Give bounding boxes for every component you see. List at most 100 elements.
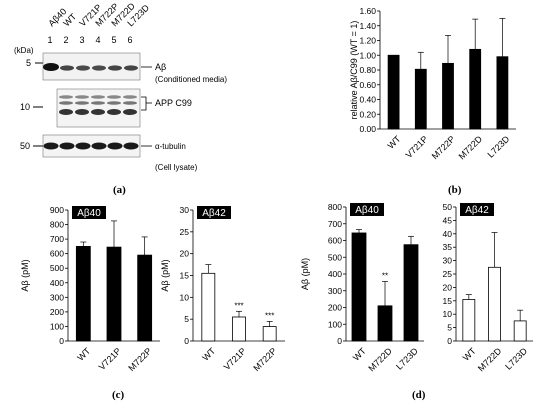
y-tick-label: 200 [50, 307, 64, 317]
bar [137, 254, 153, 342]
category-label: M722P [126, 346, 153, 373]
band-label-media: (Conditioned media) [155, 75, 227, 84]
chart-title-box [72, 206, 106, 219]
chart-c-abeta40: 0 100 200 300 400 500 600 700 800 900 Aβ (pM) Aβ40 W… [20, 205, 160, 373]
y-tick-label: 0.60 [359, 80, 376, 90]
bar [106, 246, 122, 342]
category-label: WT [200, 346, 217, 363]
category-label: M722D [366, 346, 394, 374]
marker-10: 10 [20, 102, 30, 112]
kda-label: (kDa) [14, 46, 34, 55]
significance-label: ** [382, 272, 388, 281]
category-label: M722D [457, 134, 485, 162]
bar [403, 244, 419, 342]
y-tick-label: 100 [328, 319, 342, 329]
category-label: WT [461, 346, 478, 363]
y-tick-label: 30 [443, 256, 453, 266]
chart-title-box [350, 203, 384, 216]
y-tick-label: 0.00 [359, 124, 376, 134]
bar [232, 316, 246, 342]
bar [387, 54, 400, 130]
panel-label-b: (b) [448, 184, 462, 196]
y-tick-label: 1.20 [359, 36, 376, 46]
y-tick-label: 800 [50, 220, 64, 230]
chart-title-box [460, 203, 494, 216]
category-label: WT [351, 346, 368, 363]
band-label-tubulin: α-tubulin [155, 142, 186, 151]
chart-title: Aβ42 [465, 205, 489, 216]
category-label: M722P [251, 346, 278, 373]
y-tick-label: 10 [443, 309, 453, 319]
marker-5: 5 [26, 58, 31, 68]
y-tick-label: 5 [184, 314, 189, 324]
lane-number: 4 [95, 35, 100, 45]
chart-d-abeta40: 0 100 200 300 400 500 600 700 800 Aβ (pM) Aβ40 WT **… [300, 202, 424, 373]
y-tick-label: 700 [328, 219, 342, 229]
category-label: L723D [394, 346, 420, 372]
y-tick-label: 500 [50, 263, 64, 273]
chart-c-abeta42: 0 5 10 15 20 25 30 Aβ (pM) Aβ42 WT *** V721P *** M722… [160, 205, 285, 373]
y-tick-label: 15 [443, 296, 453, 306]
lane-number: 3 [79, 35, 84, 45]
y-tick-label: 0 [337, 336, 342, 346]
band-label-abeta: Aβ [155, 62, 166, 72]
category-label: L723D [486, 134, 512, 160]
blot-strip-c99 [56, 88, 141, 128]
chart-relative-ratio: 0.00 0.20 0.40 0.60 0.80 1.00 1.20 1.40 1.60rela… [349, 6, 516, 161]
y-tick-label: 500 [328, 252, 342, 262]
chart-title: Aβ40 [77, 208, 101, 219]
y-tick-label: 0.80 [359, 65, 376, 75]
y-tick-label: 0 [447, 336, 452, 346]
y-tick-label: 1.40 [359, 21, 376, 31]
lane-number: 1 [47, 35, 52, 45]
y-tick-label: 1.60 [359, 6, 376, 16]
y-tick-label: 40 [443, 229, 453, 239]
category-label: V721P [222, 346, 248, 372]
category-label: M722D [476, 346, 504, 374]
y-tick-label: 20 [443, 282, 453, 292]
bar [201, 272, 216, 342]
y-tick-label: 0.40 [359, 95, 376, 105]
bar [377, 305, 393, 342]
blot-strip-abeta [42, 52, 141, 81]
bar [496, 56, 509, 130]
y-tick-label: 30 [180, 205, 190, 215]
y-tick-label: 25 [443, 269, 453, 279]
y-tick-label: 400 [50, 278, 64, 288]
category-label: V721P [404, 134, 430, 160]
panel-label-a: (a) [113, 184, 126, 196]
y-tick-label: 300 [328, 286, 342, 296]
y-tick-label: 700 [50, 234, 64, 244]
category-label: WT [386, 134, 403, 151]
y-tick-label: 900 [50, 205, 64, 215]
y-tick-label: 35 [443, 242, 453, 252]
y-tick-label: 5 [447, 323, 452, 333]
marker-50: 50 [20, 141, 30, 151]
bar [488, 266, 501, 342]
y-tick-label: 400 [328, 269, 342, 279]
y-tick-label: 200 [328, 303, 342, 313]
y-tick-label: 100 [50, 321, 64, 331]
category-label: WT [75, 346, 92, 363]
bar [351, 232, 367, 342]
y-tick-label: 45 [443, 215, 453, 225]
bar [414, 68, 427, 130]
bar [442, 62, 454, 130]
y-tick-label: 600 [328, 236, 342, 246]
y-tick-label: 15 [180, 271, 190, 281]
y-tick-label: 600 [50, 249, 64, 259]
bar [469, 48, 482, 130]
chart-title: Aβ42 [202, 208, 226, 219]
y-tick-label: 800 [328, 202, 342, 212]
y-tick-label: 10 [180, 292, 190, 302]
chart-title: Aβ40 [355, 205, 379, 216]
bar [462, 299, 476, 342]
bar [513, 320, 527, 342]
bar [75, 245, 91, 342]
y-axis-label: Aβ (pM) [160, 259, 170, 291]
chart-title-box [197, 206, 231, 219]
bar [262, 326, 277, 342]
y-tick-label: 0 [184, 336, 189, 346]
